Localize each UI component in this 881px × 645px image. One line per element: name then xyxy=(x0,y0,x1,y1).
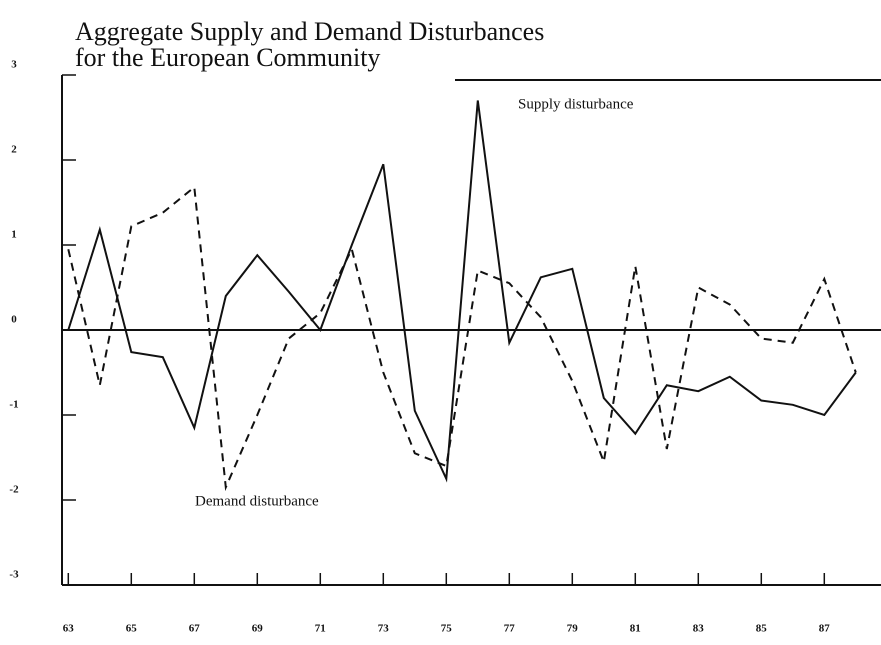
x-tick-label: 65 xyxy=(126,623,138,635)
chart-title: Aggregate Supply and Demand Disturbances xyxy=(75,17,544,46)
x-tick-label: 67 xyxy=(189,623,201,635)
x-tick-label: 71 xyxy=(315,623,326,635)
y-tick-label: -3 xyxy=(9,569,19,581)
x-tick-label: 79 xyxy=(567,623,579,635)
y-tick-label: 3 xyxy=(11,59,17,71)
y-tick-label: -1 xyxy=(9,399,18,411)
x-tick-label: 75 xyxy=(441,623,453,635)
y-tick-label: 1 xyxy=(11,229,17,241)
x-tick-label: 87 xyxy=(819,623,831,635)
y-tick-label: 2 xyxy=(11,144,17,156)
x-tick-label: 69 xyxy=(252,623,264,635)
y-tick-label: 0 xyxy=(11,314,17,326)
annotation: Supply disturbance xyxy=(518,96,634,112)
annotation: Demand disturbance xyxy=(195,493,319,509)
series-line xyxy=(67,100,857,483)
x-tick-label: 81 xyxy=(630,623,641,635)
chart-title: for the European Community xyxy=(75,43,380,72)
y-tick-label: -2 xyxy=(9,484,19,496)
x-tick-label: 73 xyxy=(378,623,390,635)
x-tick-label: 85 xyxy=(756,623,768,635)
x-tick-label: 77 xyxy=(504,623,516,635)
x-tick-label: 63 xyxy=(63,623,75,635)
series-line xyxy=(67,185,857,492)
x-tick-label: 83 xyxy=(693,623,705,635)
